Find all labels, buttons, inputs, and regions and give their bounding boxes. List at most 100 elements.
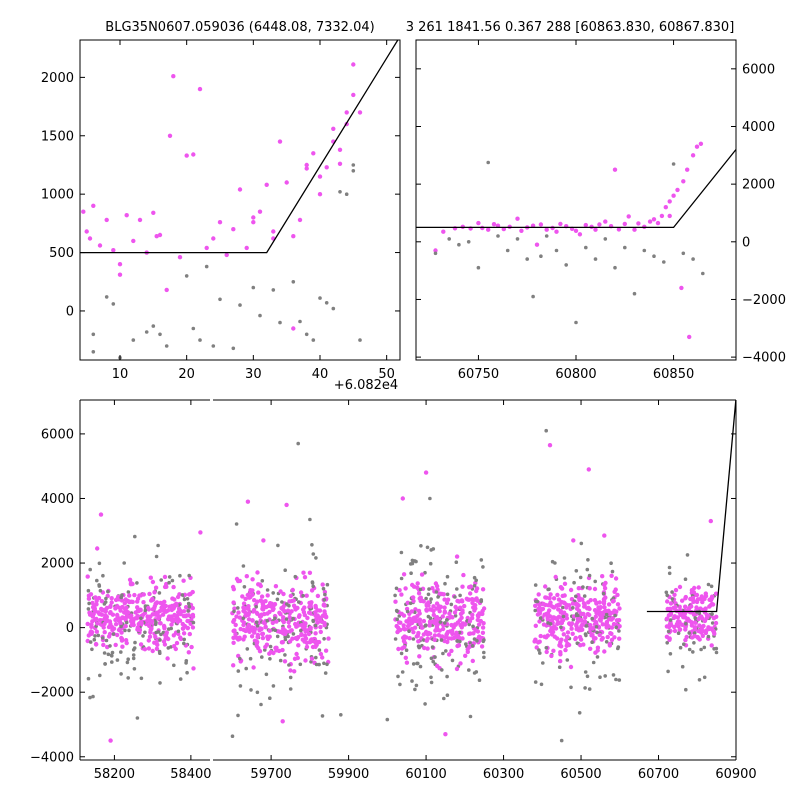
segment-2-cluster-0-point-149 (318, 651, 324, 657)
segment-2-cluster-0-point-210 (236, 713, 240, 718)
segment-1-cluster-0-point-348 (118, 620, 123, 625)
top-left-primary-point-26 (224, 252, 229, 258)
segment-2-cluster-2-point-350 (559, 619, 565, 624)
top-right-primary-point-8 (491, 222, 497, 227)
segment-2-cluster-0-point-388 (309, 637, 314, 642)
segment-2-cluster-1-point-137 (400, 670, 405, 674)
segment-2-cluster-1-point-232 (470, 644, 475, 648)
segment-2-cluster-1-point-1 (445, 693, 450, 697)
top-right-primary-point-47 (681, 179, 686, 184)
top-right-secondary-point-0 (433, 251, 438, 256)
top-left-secondary-point-0 (91, 350, 96, 354)
segment-2-cluster-0-point-8 (255, 690, 260, 695)
segment-2-cluster-0-point-22 (278, 658, 283, 663)
top-left-primary-point-4 (97, 243, 103, 248)
top-left-primary-point-25 (217, 220, 223, 225)
segment-2-cluster-0-point-421 (289, 609, 294, 614)
top-left-primary-point-37 (291, 234, 296, 239)
segment-1-cluster-0-point-500 (167, 580, 171, 585)
top-right-primary-point-32 (612, 167, 618, 172)
top-right-primary-point-35 (626, 214, 631, 219)
top-right-ytick-label-5: 6000 (742, 62, 775, 77)
segment-1-cluster-0-point-258 (127, 577, 133, 582)
segment-2-cluster-0-point-371 (320, 582, 325, 587)
segment-2-cluster-3-point-225 (670, 590, 674, 594)
top-left-secondary-point-7 (151, 324, 156, 328)
segment-2-cluster-0-point-429 (293, 574, 298, 579)
top-left-secondary-point-12 (198, 338, 202, 342)
segment-2-cluster-3-point-118 (677, 584, 683, 590)
segment-2-cluster-1-point-396 (423, 624, 428, 628)
segment-2-cluster-0-point-405 (322, 598, 327, 602)
segment-2-cluster-0-point-187 (321, 586, 326, 591)
segment-1-cluster-0-point-493 (104, 618, 109, 623)
bottom-xtick-label-4: 60100 (405, 767, 446, 782)
segment-2-cluster-0-point-288 (317, 648, 322, 652)
segment-2-cluster-0-point-411 (302, 633, 308, 638)
segment-2-cluster-2-point-375 (579, 623, 584, 629)
segment-2-cluster-1-point-122 (479, 644, 485, 649)
segment-2-cluster-0-point-370 (322, 623, 327, 628)
segment-2-cluster-2-point-357 (609, 631, 614, 636)
segment-2-cluster-0-point-400 (306, 631, 312, 637)
bottom-ytick-label-5: 6000 (41, 427, 74, 442)
top-left-secondary-point-15 (218, 297, 222, 302)
segment-1-cluster-0-point-292 (155, 642, 160, 647)
segment-2-cluster-1-point-304 (434, 601, 440, 606)
segment-2-cluster-0-point-287 (271, 591, 276, 595)
segment-2-cluster-0-point-293 (247, 629, 252, 634)
segment-2-cluster-0-point-363 (260, 635, 266, 641)
segment-1-cluster-0-point-6 (109, 600, 114, 605)
top-right-primary-point-24 (573, 228, 579, 233)
segment-2-cluster-0-point-270 (322, 609, 327, 614)
top-left-secondary-point-18 (251, 285, 256, 290)
segment-2-cluster-0-point-5 (233, 622, 238, 628)
segment-1-cluster-0-point-466 (86, 588, 91, 593)
segment-2-cluster-0-point-121 (241, 564, 246, 568)
segment-2-cluster-3-point-106 (699, 630, 704, 635)
segment-2-cluster-2-point-189 (562, 610, 567, 615)
segment-2-cluster-1-point-402 (444, 631, 450, 637)
segment-1-cluster-0-point-482 (127, 628, 131, 633)
segment-1-cluster-0-point-26 (154, 646, 160, 651)
top-left-ytick-label-0: 0 (66, 304, 74, 319)
segment-2-cluster-3-point-214 (673, 604, 678, 610)
segment-1-cluster-0-point-491 (127, 614, 132, 619)
segment-2-cluster-0-point-413 (242, 634, 247, 639)
top-right-primary-point-43 (663, 205, 668, 210)
segment-2-cluster-0-point-298 (325, 662, 329, 667)
segment-2-cluster-1-point-97 (431, 547, 436, 551)
segment-2-cluster-3-point-200 (689, 623, 694, 628)
segment-2-cluster-1-point-317 (443, 621, 447, 625)
segment-2-cluster-0-point-91 (232, 628, 237, 633)
top-left-xtick-label-1: 20 (178, 367, 195, 382)
segment-2-cluster-0-point-310 (282, 659, 288, 664)
segment-2-cluster-0-point-432 (251, 607, 257, 613)
segment-1-cluster-0-point-344 (190, 589, 195, 595)
segment-2-cluster-1-point-244 (453, 595, 457, 599)
top-right-primary-point-21 (558, 221, 563, 227)
segment-2-cluster-2-point-284 (558, 610, 563, 615)
segment-2-cluster-2-point-244 (601, 599, 607, 604)
top-left-ytick-label-1: 500 (49, 246, 74, 261)
segment-2-cluster-3-point-223 (693, 616, 697, 620)
segment-2-cluster-0-point-372 (250, 588, 255, 593)
segment-2-cluster-2-point-371 (611, 673, 616, 677)
segment-2-cluster-0-point-395 (255, 599, 260, 604)
segment-1-cluster-0-point-72 (165, 656, 170, 661)
segment-2-cluster-2-point-173 (615, 592, 620, 598)
segment-1-cluster-0-point-464 (187, 604, 192, 609)
top-left-frame (79, 39, 401, 361)
segment-2-outlier-secondary-5 (339, 713, 343, 717)
top-right-primary-point-25 (577, 232, 583, 237)
top-left-primary-point-10 (131, 238, 136, 244)
top-right-secondary-point-16 (584, 245, 588, 250)
segment-2-cluster-0-point-359 (314, 662, 319, 667)
segment-2-cluster-0-point-173 (278, 589, 283, 594)
segment-1-cluster-0-point-233 (93, 641, 99, 647)
segment-1-cluster-0-point-284 (132, 667, 137, 671)
segment-2-cluster-1-point-305 (454, 560, 459, 564)
segment-2-cluster-0-point-387 (313, 644, 318, 649)
top-left-primary-point-15 (157, 232, 163, 238)
top-left-primary-point-13 (151, 210, 156, 215)
